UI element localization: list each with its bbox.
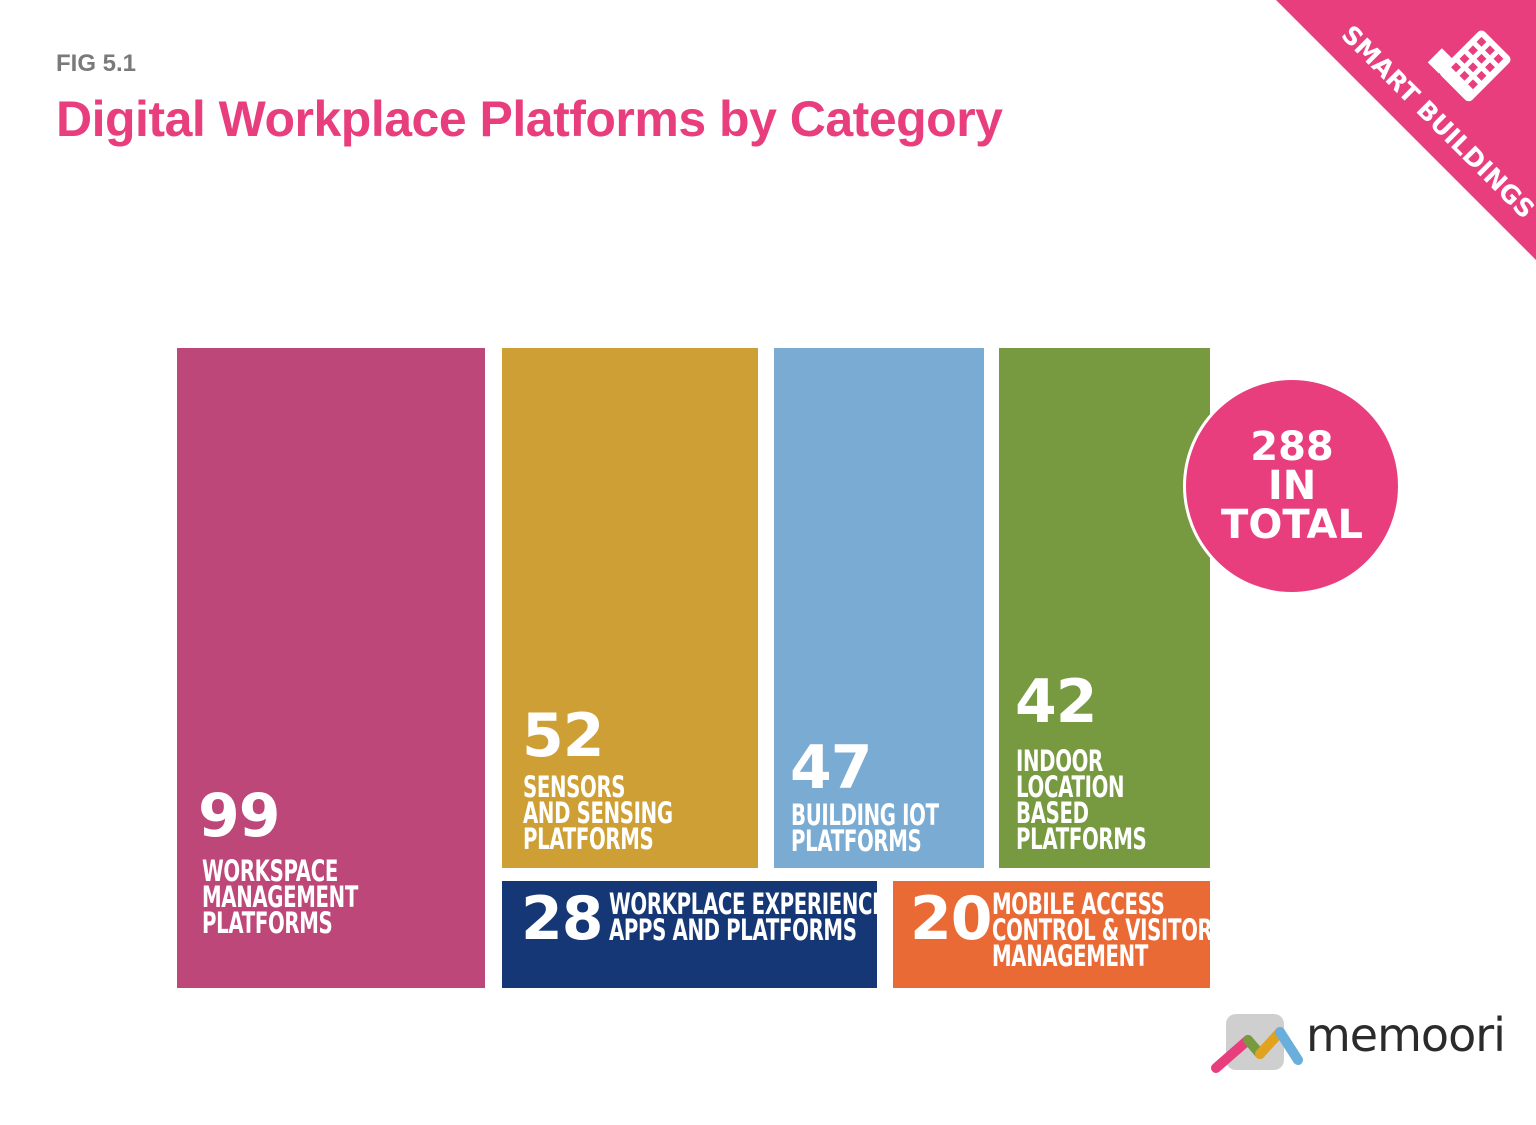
cell-value: 99	[198, 781, 280, 851]
cell-label: MOBILE ACCESS CONTROL & VISITOR MANAGEME…	[992, 887, 1213, 973]
treemap-cell	[774, 348, 984, 868]
figure-label: FIG 5.1	[56, 50, 137, 77]
cell-label: SENSORS AND SENSING PLATFORMS	[523, 770, 673, 856]
treemap-cell	[999, 348, 1210, 868]
total-circle: 288 IN TOTAL	[1183, 377, 1401, 595]
cell-value: 52	[522, 701, 604, 771]
cell-value: 47	[790, 733, 872, 803]
chart-title: Digital Workplace Platforms by Category	[56, 91, 1003, 147]
cell-label: WORKSPACE MANAGEMENT PLATFORMS	[202, 854, 358, 940]
cell-label: BUILDING IOT PLATFORMS	[791, 798, 939, 858]
treemap-cell	[177, 348, 485, 988]
cell-label: INDOOR LOCATION BASED PLATFORMS	[1016, 744, 1147, 856]
memoori-logo-text: memoori	[1306, 1008, 1506, 1062]
treemap-cell	[502, 348, 758, 868]
cell-value: 42	[1015, 667, 1097, 737]
badge-text: SMART BUILDINGS	[1336, 20, 1536, 225]
treemap-cell	[502, 881, 877, 988]
cell-value: 28	[521, 884, 603, 954]
treemap-cell	[893, 881, 1210, 988]
building-icon	[1427, 30, 1511, 102]
memoori-logo-icon	[1211, 1014, 1303, 1073]
cell-value: 20	[910, 884, 992, 954]
cell-label: WORKPLACE EXPERIENCE APPS AND PLATFORMS	[609, 887, 886, 947]
